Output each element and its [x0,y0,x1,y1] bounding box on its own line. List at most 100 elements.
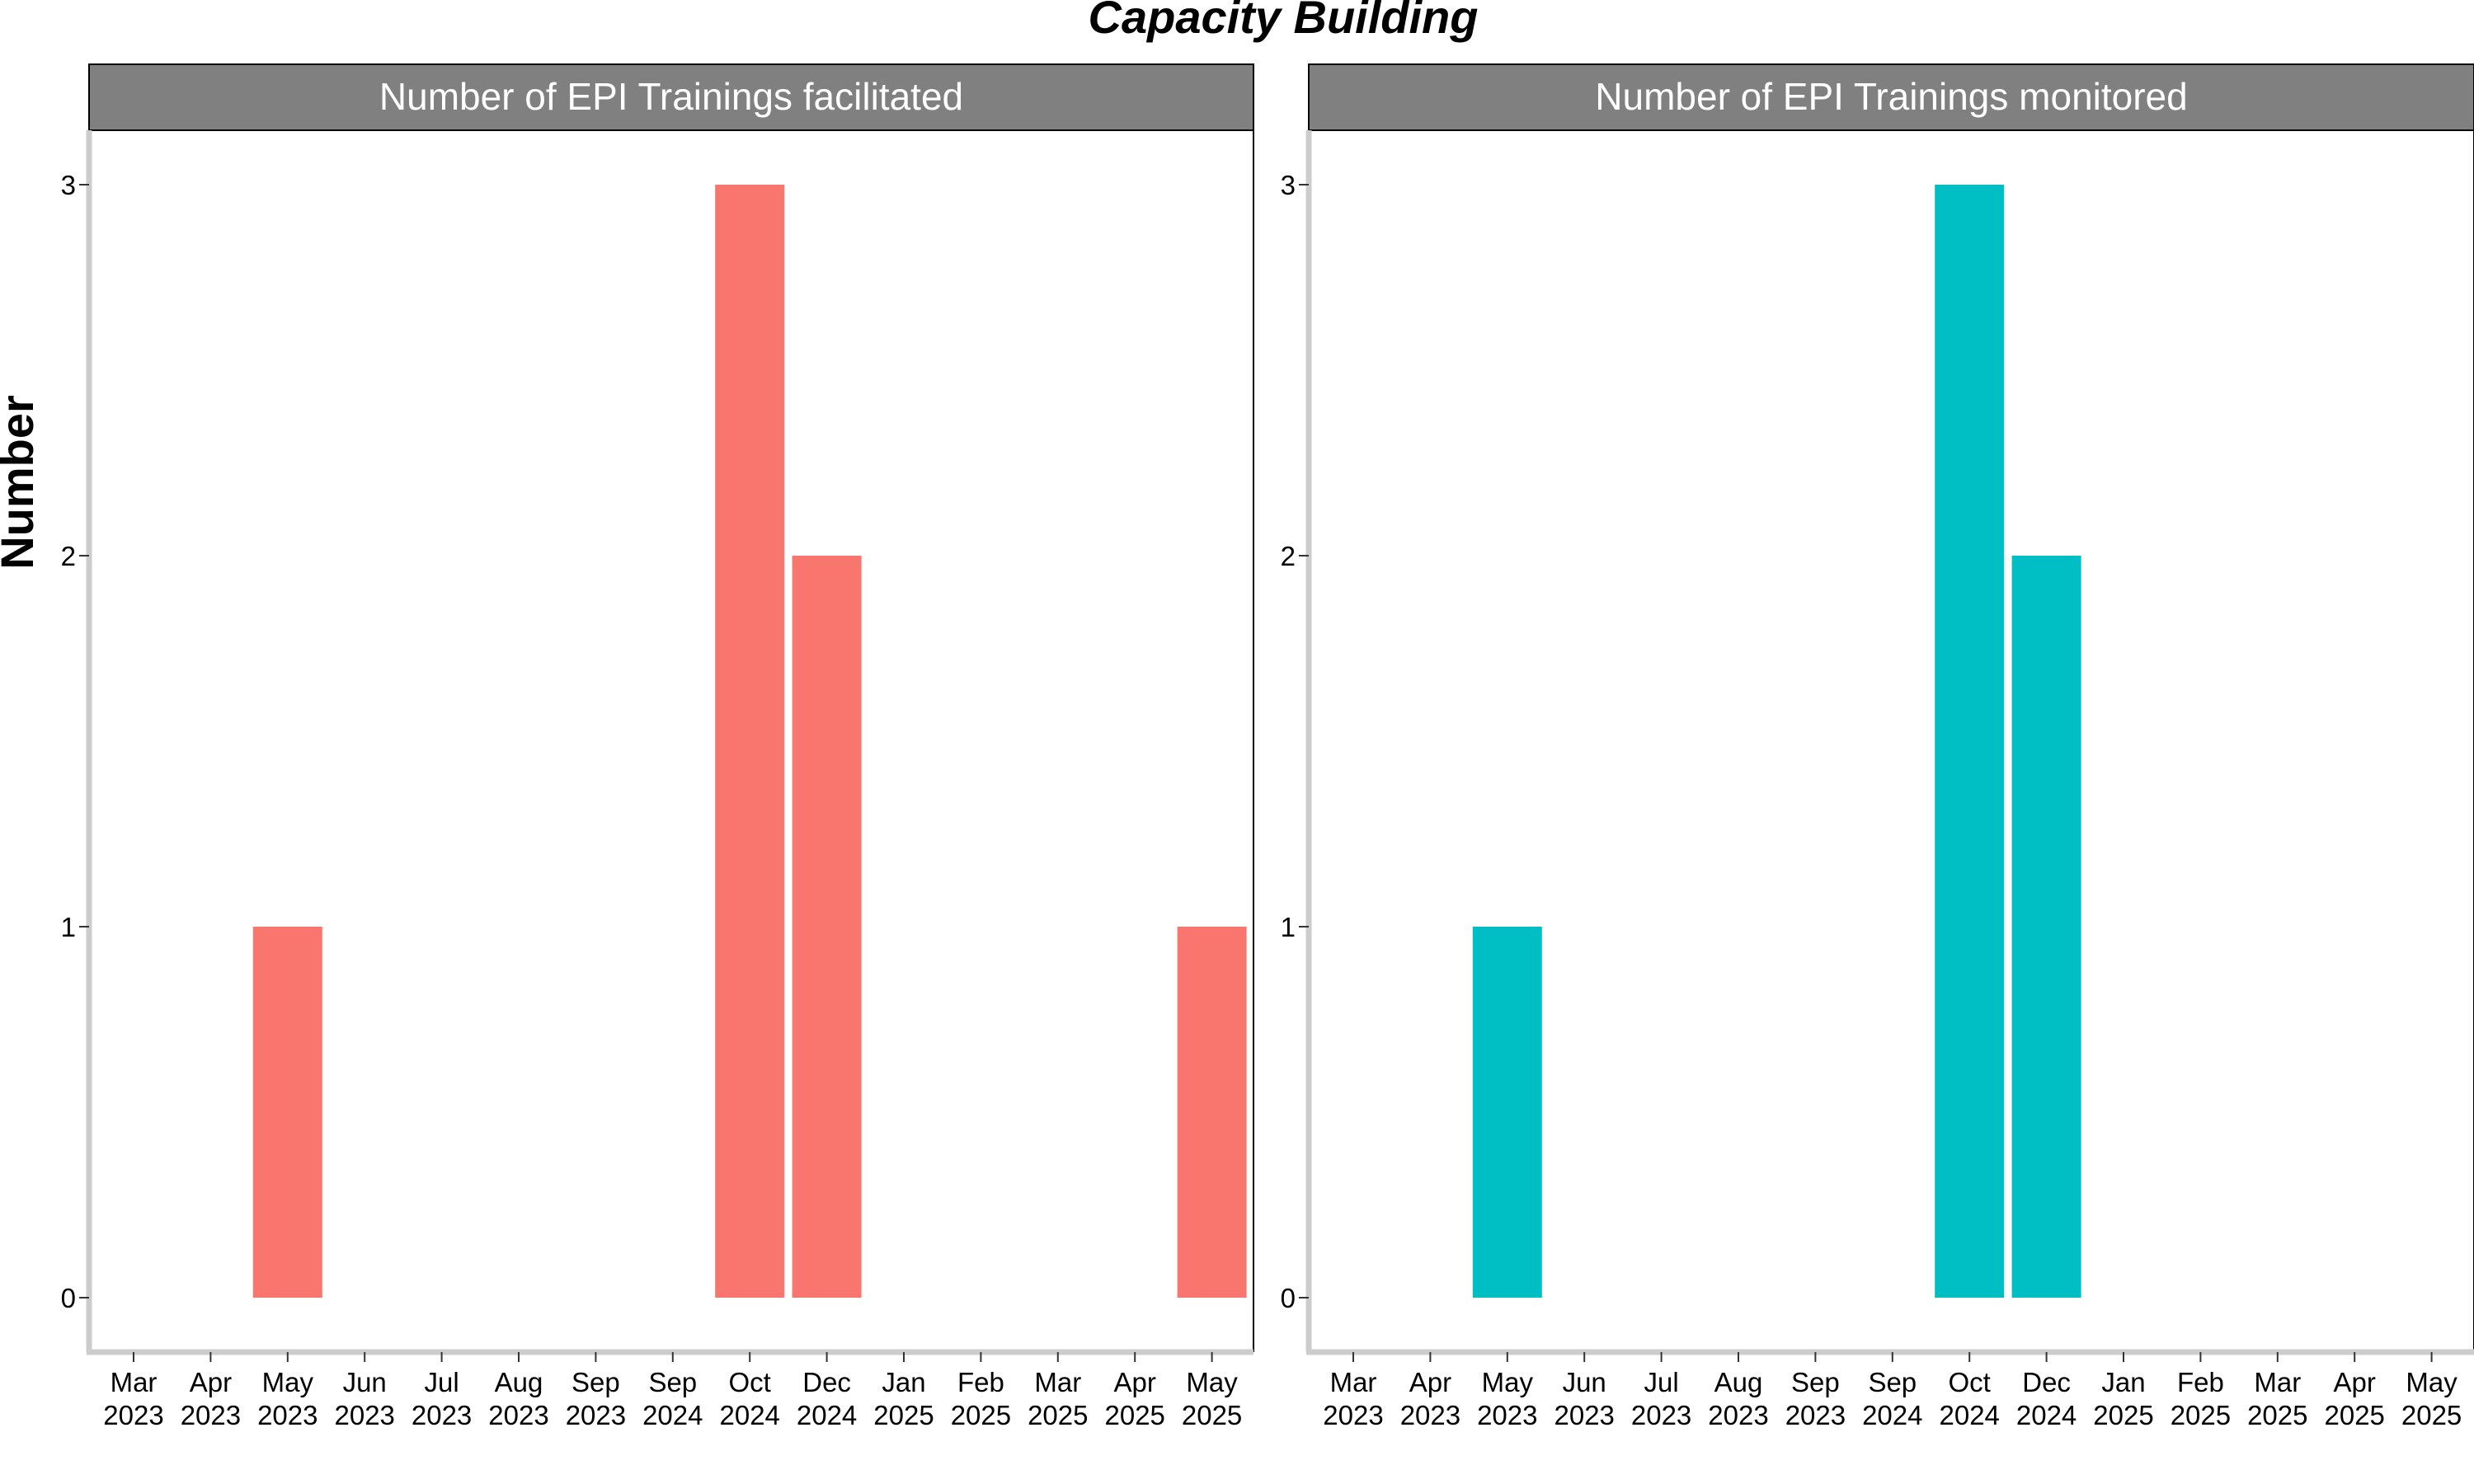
x-tick-label: Jun 2023 [334,1367,394,1430]
x-tick-month: Sep [1868,1367,1917,1397]
x-tick-label: Oct 2024 [719,1367,779,1430]
x-tick-year: 2023 [334,1400,394,1430]
x-tick-month: Apr [2334,1367,2376,1397]
x-tick-month: Jun [1563,1367,1606,1397]
x-tick-month: Mar [1330,1367,1377,1397]
x-tick-month: Oct [1949,1367,1991,1397]
x-tick-label: May 2023 [257,1367,317,1430]
x-tick-month: Jul [425,1367,459,1397]
x-tick-year: 2025 [1028,1400,1088,1430]
x-tick-year: 2023 [1631,1400,1691,1430]
x-tick-label: Apr 2025 [2324,1367,2384,1430]
y-tick-label: 1 [61,912,76,942]
x-tick-year: 2025 [2171,1400,2231,1430]
facet-strip-title: Number of EPI Trainings monitored [1595,75,2187,118]
x-tick-year: 2023 [257,1400,317,1430]
x-tick-month: Apr [1114,1367,1156,1397]
x-tick-month: Feb [2177,1367,2224,1397]
bar [1935,185,2005,1298]
x-tick-label: Feb 2025 [951,1367,1011,1430]
x-tick-year: 2025 [2324,1400,2384,1430]
x-tick-label: Aug 2023 [1708,1367,1768,1430]
x-tick-month: Sep [1791,1367,1840,1397]
x-tick-year: 2023 [103,1400,163,1430]
bar [2011,556,2081,1298]
chart-title: Capacity Building [1089,0,1479,43]
x-tick-label: May 2025 [1182,1367,1242,1430]
x-tick-year: 2023 [181,1400,241,1430]
y-tick-label: 0 [61,1283,76,1313]
panels: Number of EPI Trainings facilitated 0 1 2 3 M… [61,63,2474,1430]
x-tick-month: Feb [957,1367,1004,1397]
x-tick-year: 2023 [1400,1400,1460,1430]
x-tick-year: 2024 [797,1400,857,1430]
y-tick-label: 2 [1281,541,1296,571]
bar [715,185,785,1298]
x-tick-month: Apr [190,1367,232,1397]
x-tick-month: Jun [343,1367,387,1397]
x-tick-label: Jul 2023 [412,1367,472,1430]
x-tick-month: Mar [2254,1367,2301,1397]
x-tick-label: Sep 2024 [1862,1367,1922,1430]
facet-strip-title: Number of EPI Trainings facilitated [379,75,963,118]
x-tick-month: Jan [2101,1367,2145,1397]
x-tick-month: May [2406,1367,2458,1397]
y-axis-label: Number [0,395,43,570]
x-tick-label: Apr 2023 [1400,1367,1460,1430]
x-tick-month: Oct [729,1367,771,1397]
y-tick-label: 2 [61,541,76,571]
x-tick-month: Jan [882,1367,925,1397]
x-tick-year: 2025 [1104,1400,1164,1430]
x-tick-year: 2025 [2093,1400,2153,1430]
x-tick-year: 2023 [488,1400,548,1430]
x-tick-month: Dec [802,1367,851,1397]
x-tick-year: 2025 [2401,1400,2462,1430]
y-tick-label: 1 [1281,912,1296,942]
x-tick-year: 2025 [873,1400,934,1430]
y-tick-label: 3 [1281,170,1296,200]
x-tick-year: 2025 [1182,1400,1242,1430]
x-tick-year: 2025 [2247,1400,2307,1430]
x-tick-month: May [262,1367,314,1397]
y-tick-label: 3 [61,170,76,200]
x-tick-month: Apr [1409,1367,1451,1397]
x-tick-year: 2023 [1708,1400,1768,1430]
x-tick-label: Dec 2024 [2016,1367,2077,1430]
x-tick-label: Sep 2024 [642,1367,703,1430]
x-tick-label: Dec 2024 [797,1367,857,1430]
x-tick-label: Mar 2025 [2247,1367,2307,1430]
bar [1177,927,1247,1298]
x-tick-year: 2024 [1939,1400,1999,1430]
x-tick-month: May [1186,1367,1238,1397]
x-tick-year: 2023 [566,1400,626,1430]
x-tick-year: 2024 [719,1400,779,1430]
x-tick-label: Feb 2025 [2171,1367,2231,1430]
bar [792,556,862,1298]
x-tick-label: Apr 2023 [181,1367,241,1430]
x-tick-label: Aug 2023 [488,1367,548,1430]
panel-1: Number of EPI Trainings facilitated 0 1 2 3 M… [61,63,1254,1430]
x-tick-month: Dec [2022,1367,2071,1397]
x-tick-year: 2023 [1323,1400,1383,1430]
x-tick-label: May 2023 [1477,1367,1537,1430]
panel-2: Number of EPI Trainings monitored 0 1 2 3 Mar… [1281,63,2474,1430]
x-tick-month: Aug [495,1367,543,1397]
x-tick-month: Mar [111,1367,158,1397]
x-tick-year: 2023 [1477,1400,1537,1430]
x-tick-month: Aug [1714,1367,1763,1397]
x-tick-year: 2023 [1785,1400,1846,1430]
x-tick-label: Apr 2025 [1104,1367,1164,1430]
x-tick-year: 2023 [412,1400,472,1430]
bar [252,927,322,1298]
x-tick-label: Oct 2024 [1939,1367,1999,1430]
facet-strip [1308,63,2474,131]
x-tick-year: 2023 [1554,1400,1614,1430]
y-tick-label: 0 [1281,1283,1296,1313]
x-tick-year: 2024 [2016,1400,2077,1430]
x-tick-label: Jan 2025 [873,1367,934,1430]
x-tick-label: Sep 2023 [1785,1367,1846,1430]
x-tick-year: 2025 [951,1400,1011,1430]
x-tick-label: Mar 2023 [1323,1367,1383,1430]
facet-strip [88,63,1254,131]
